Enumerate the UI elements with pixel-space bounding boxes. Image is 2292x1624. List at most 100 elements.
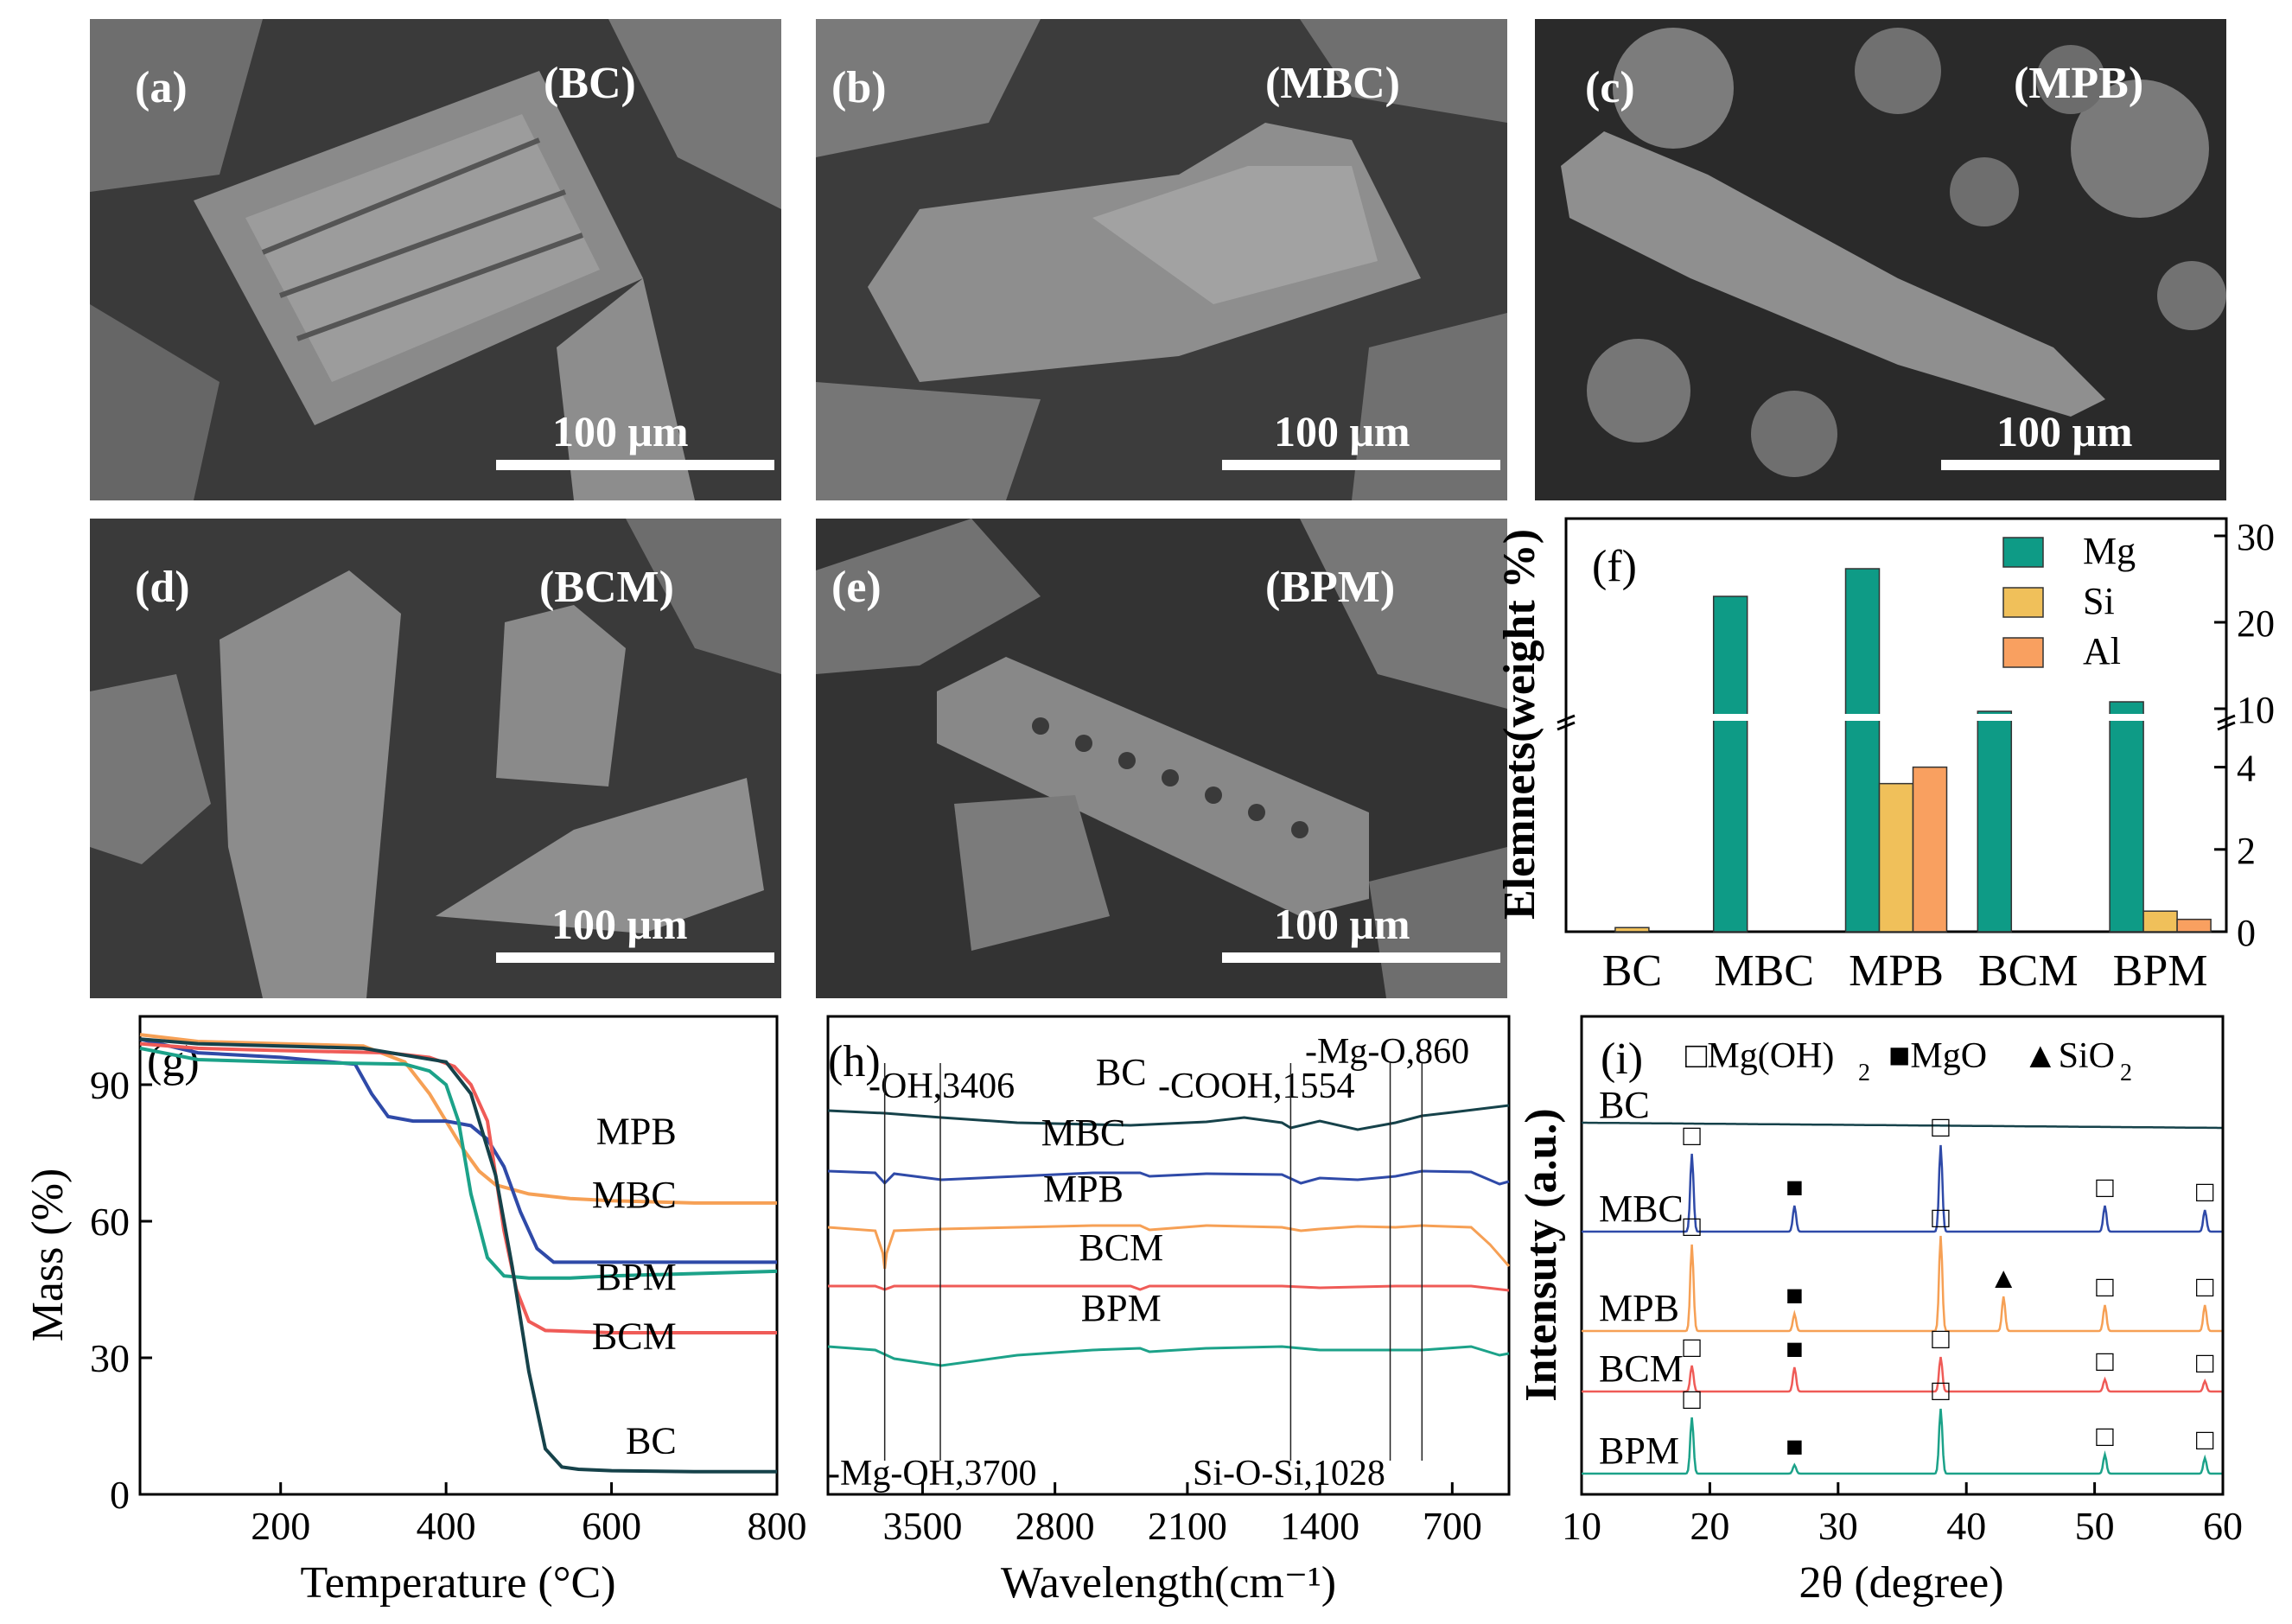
f-ytick-label: 2 <box>2237 830 2256 872</box>
scale-bar <box>496 460 774 470</box>
sem-sample-label: (BPM) <box>1265 563 1396 612</box>
f-category-bpm: BPM <box>2113 946 2208 996</box>
h-line-bc <box>827 1104 1510 1131</box>
panel-h-element-ftir-chart: (h) Wavelength(cm⁻¹) 3500 2800 2100 1400 700… <box>826 1015 1511 1608</box>
sem-panel-label: (a) <box>135 63 188 112</box>
sem-image-bc <box>90 19 781 500</box>
panel-g-frame <box>138 1015 779 1496</box>
f-category-bc: BC <box>1602 946 1662 996</box>
f-ytick-label: 20 <box>2237 602 2275 645</box>
panel-h-frame <box>826 1015 1511 1496</box>
scale-bar <box>1941 460 2219 470</box>
g-xtick-label: 200 <box>251 1504 310 1548</box>
i-series-label-bpm: BPM <box>1599 1430 1679 1472</box>
f-category-mbc: MBC <box>1714 946 1814 996</box>
sem-image-bcm <box>90 519 781 998</box>
h-series-label-bc: BC <box>1096 1051 1147 1093</box>
i-peak-marker: ■ <box>1786 1172 1804 1204</box>
scale-bar-text: 100 μm <box>1274 407 1410 455</box>
h-series-label-bcm: BCM <box>1079 1226 1163 1269</box>
g-line-bpm <box>139 1046 778 1280</box>
panel-h-label: (h) <box>828 1037 881 1086</box>
i-legend-sub: 2 <box>2120 1060 2132 1086</box>
h-xtick-label: 2800 <box>1015 1504 1095 1548</box>
g-series-label-bc: BC <box>626 1420 677 1462</box>
h-line-mbc <box>827 1169 1510 1186</box>
i-line-bpm <box>1582 1408 2222 1475</box>
h-annotation: -Mg-O,860 <box>1305 1032 1469 1072</box>
sem-sample-label: (BC) <box>544 59 636 108</box>
i-legend-sub: 2 <box>1858 1060 1870 1086</box>
i-peak-marker: ▲ <box>1989 1263 2018 1295</box>
i-peak-marker: □ <box>2196 1347 2214 1379</box>
bar-mg-mpb <box>1844 568 1881 933</box>
sem-panel-label: (c) <box>1585 63 1635 112</box>
scale-bar <box>496 952 774 963</box>
g-line-bc <box>139 1037 777 1474</box>
h-line-mpb <box>827 1224 1511 1270</box>
scale-bar <box>1222 460 1500 470</box>
i-peak-marker: □ <box>1932 1111 1950 1143</box>
i-series-label-bc: BC <box>1599 1084 1650 1126</box>
f-ytick-label: 4 <box>2237 748 2256 790</box>
h-series-label-mbc: MBC <box>1041 1111 1126 1154</box>
i-peak-marker: □ <box>2096 1271 2114 1303</box>
panel-g-ylabel: Mass (%) <box>23 1169 73 1342</box>
i-xtick-label: 30 <box>1818 1504 1858 1548</box>
panel-i-element-xrd-chart: (i) 2θ (degree) Intensuty (a.u.) □Mg(OH)… <box>1517 1015 2243 1608</box>
g-xtick-label: 400 <box>417 1504 476 1548</box>
bar-al-bpm <box>2176 918 2212 933</box>
g-ytick-label: 90 <box>90 1063 130 1107</box>
axis-break-mark <box>2217 721 2236 731</box>
sem-sample-label: (MBC) <box>1265 59 1400 108</box>
legend-label-si: Si <box>2083 580 2115 622</box>
bar-mg-mbc <box>1712 595 1748 933</box>
i-line-mbc <box>1582 1144 2222 1233</box>
scale-bar-text: 100 μm <box>1274 900 1410 948</box>
sem-panel-b: (b) (MBC) 100 μm <box>816 19 1507 500</box>
i-xtick-label: 60 <box>2203 1504 2243 1548</box>
sem-panel-c: (c) (MPB) 100 μm <box>1535 19 2226 500</box>
i-peak-marker: □ <box>1932 1323 1950 1355</box>
i-peak-marker: □ <box>2096 1172 2114 1204</box>
panel-g-element-tga-chart: (g) Temperature (°C) Mass (%) 200 400 600 8… <box>23 1015 807 1608</box>
i-peak-marker: ■ <box>1786 1431 1804 1463</box>
f-category-bcm: BCM <box>1978 946 2079 996</box>
h-xtick-label: 700 <box>1423 1504 1482 1548</box>
g-series-label-bcm: BCM <box>592 1315 677 1357</box>
sem-sample-label: (BCM) <box>539 563 674 612</box>
g-series-label-bpm: BPM <box>596 1256 677 1298</box>
g-line-bcm <box>139 1041 777 1334</box>
i-peak-marker: □ <box>2196 1424 2214 1456</box>
h-line-bpm <box>827 1345 1510 1367</box>
i-peak-marker: □ <box>2196 1271 2214 1303</box>
bar-si-mpb <box>1878 782 1914 933</box>
sem-panel-e: (e) (BPM) 100 μm <box>816 519 1507 998</box>
h-series-label-mpb: MPB <box>1043 1168 1124 1210</box>
panel-g-xlabel: Temperature (°C) <box>300 1558 615 1608</box>
i-peak-marker: □ <box>2096 1346 2114 1378</box>
g-xtick-label: 600 <box>582 1504 641 1548</box>
i-series-label-mpb: MPB <box>1599 1287 1679 1329</box>
scale-bar-text: 100 μm <box>551 900 688 948</box>
i-line-mpb <box>1582 1235 2222 1333</box>
bar-mg-bpm <box>2109 701 2144 933</box>
sem-sample-label: (MPB) <box>2014 59 2144 108</box>
f-ytick-label: 30 <box>2237 516 2275 558</box>
i-line-bcm <box>1582 1356 2222 1393</box>
axis-break-mark <box>1557 721 1576 731</box>
h-xtick-label: 1400 <box>1280 1504 1359 1548</box>
g-ytick-label: 0 <box>110 1473 130 1517</box>
i-series-label-mbc: MBC <box>1599 1188 1684 1230</box>
h-annotation: -Mg-OH,3700 <box>828 1454 1036 1493</box>
legend-label-al: Al <box>2083 630 2121 672</box>
i-line-bc <box>1582 1121 2222 1130</box>
i-peak-marker: □ <box>1683 1384 1701 1416</box>
i-xtick-label: 10 <box>1562 1504 1601 1548</box>
g-ytick-label: 60 <box>90 1200 130 1244</box>
axis-break-gap <box>1568 714 2225 721</box>
f-ytick-label: 0 <box>2237 912 2256 954</box>
i-xtick-label: 50 <box>2075 1504 2115 1548</box>
g-series-label-mbc: MBC <box>592 1174 677 1216</box>
i-peak-marker: □ <box>2096 1421 2114 1453</box>
